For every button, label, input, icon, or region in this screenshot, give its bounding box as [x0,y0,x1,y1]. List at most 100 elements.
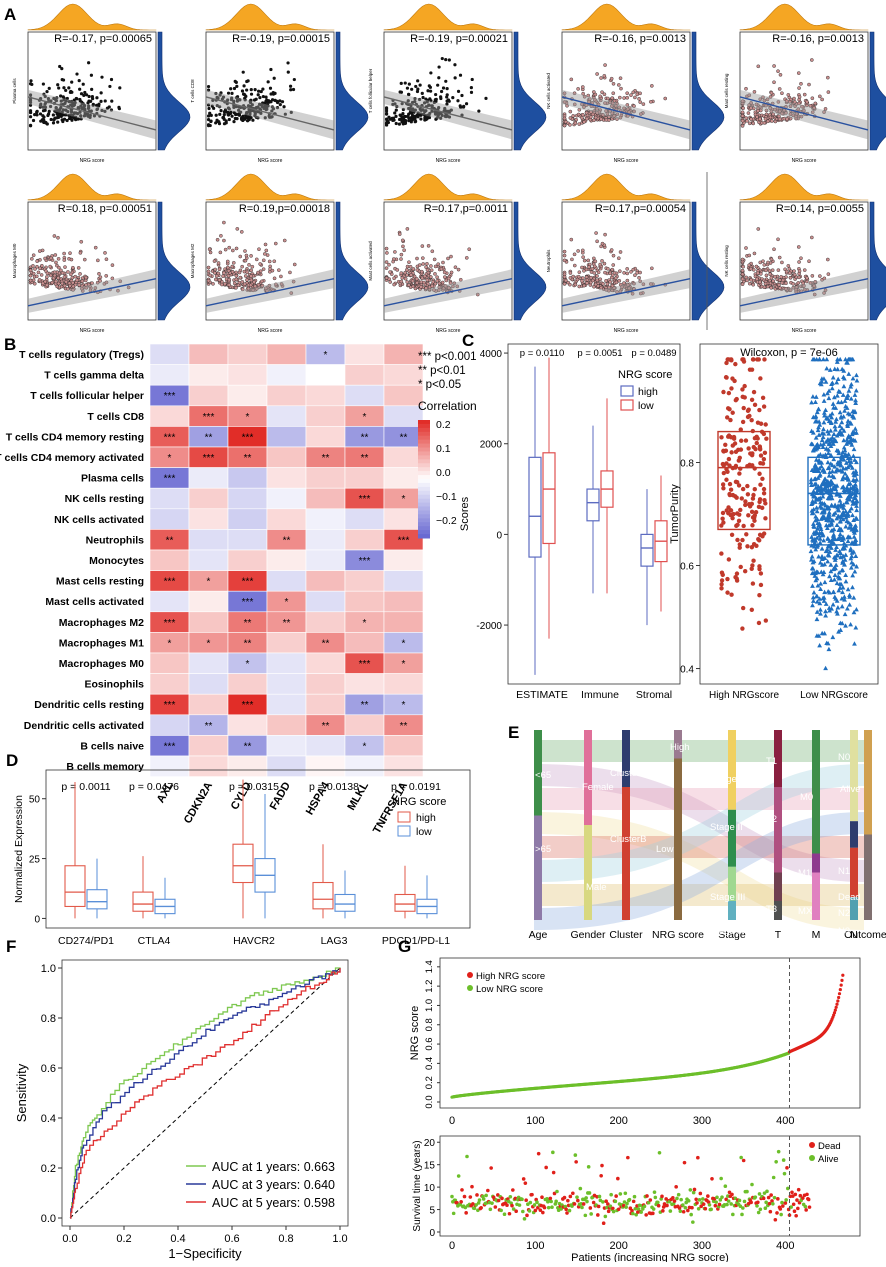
scatter-point [218,112,222,116]
survival-point [749,1200,753,1205]
scatter-point [214,91,218,96]
sankey-stratum [864,834,872,920]
scatter-point [592,97,597,102]
jitter-point [760,534,765,539]
jitter-point [834,608,840,614]
scatter-point [63,265,67,269]
scatter-point [650,84,654,88]
scatter-point [582,283,586,288]
scatter-point [98,275,103,279]
scatter-point [409,104,413,108]
scatter-point [49,99,53,103]
survival-point [683,1205,688,1210]
scatter-point [62,86,66,90]
scatter-point [388,280,392,284]
survival-point [639,1210,643,1214]
scatter-point [104,280,109,285]
scatter-point [740,272,745,277]
scatter-point [826,257,830,262]
survival-point [701,1197,705,1201]
significance-stars: ** [283,535,291,546]
significance-stars: *** [242,577,254,588]
scatter-point [758,117,762,121]
scatter-point [89,73,94,77]
survival-point [731,1212,735,1217]
heatmap-row-label: Monocytes [89,555,144,567]
survival-point [460,1188,464,1192]
scatter-point [562,116,567,121]
survival-point [511,1188,515,1192]
jitter-point [829,385,835,391]
scatter-point [595,72,599,76]
jitter-point [726,456,732,462]
y-axis-label: TumorPurity [669,484,681,544]
sankey-stratum-label: Stage II [710,822,743,833]
colorbar-segment [418,522,430,527]
scatter-point [62,98,66,102]
x-axis-label: NRG score [792,158,817,164]
scatter-point [235,227,240,231]
colorbar-segment [418,435,430,441]
survival-point [551,1170,556,1175]
x-axis-label: NRG score [436,328,461,334]
scatter-point [49,104,53,109]
scatter-point [424,109,428,113]
survival-point [681,1203,685,1207]
scatter-point [649,282,653,286]
scatter-point [267,283,272,288]
heatmap-cell [266,755,307,777]
scatter-point [464,102,469,106]
sankey-stratum [774,787,782,873]
x-tick-label: 0 [449,1115,455,1127]
scatter-point [387,115,391,119]
scatter-point [439,116,443,120]
scatter-point [78,251,83,255]
scatter-point [222,110,227,114]
scatter-point [745,278,749,283]
top-density [739,3,869,31]
scatter-point [425,261,429,266]
sankey-stratum-label: Stage I [712,774,742,785]
jitter-point [720,482,726,487]
scatter-point [631,90,636,95]
y-tick-label: 0.8 [41,1013,56,1025]
scatter-point [71,115,76,120]
scatter-point [32,281,37,286]
heatmap-cell [188,673,229,695]
scatter-point [562,253,567,258]
scatter-point [430,104,434,108]
scatter-point [756,271,760,276]
scatter-point [448,281,453,285]
box-body [394,893,416,912]
scatter-point [602,92,607,97]
scatter-point [778,286,782,290]
scatter-point [586,93,591,98]
survival-point [657,1150,662,1155]
scatter-point [28,115,33,119]
survival-point [584,1196,588,1200]
p-value-label: p = 0.0315 [229,781,279,793]
scatter-point [595,239,599,244]
jitter-point [752,513,757,518]
jitter-point [846,388,852,393]
survival-point [737,1198,742,1203]
scatter-point [399,279,404,284]
heatmap-cell [305,755,346,777]
survival-point [652,1190,657,1194]
jitter-point [813,399,818,405]
y-tick-label: 0 [496,530,502,541]
scatter-point [747,281,752,286]
scatter-point [568,116,573,120]
scatter-point [82,93,86,98]
scatter-point [615,117,619,121]
sankey-stratum [534,815,542,920]
scatter-point [220,282,224,287]
scatter-point [28,103,33,107]
scatter-point [625,283,630,287]
scatter-point [258,102,262,106]
scatter-point [611,82,616,86]
risk-point [840,978,844,982]
jitter-point [719,578,725,583]
scatter-point [747,121,752,126]
scatter-point [425,98,430,102]
